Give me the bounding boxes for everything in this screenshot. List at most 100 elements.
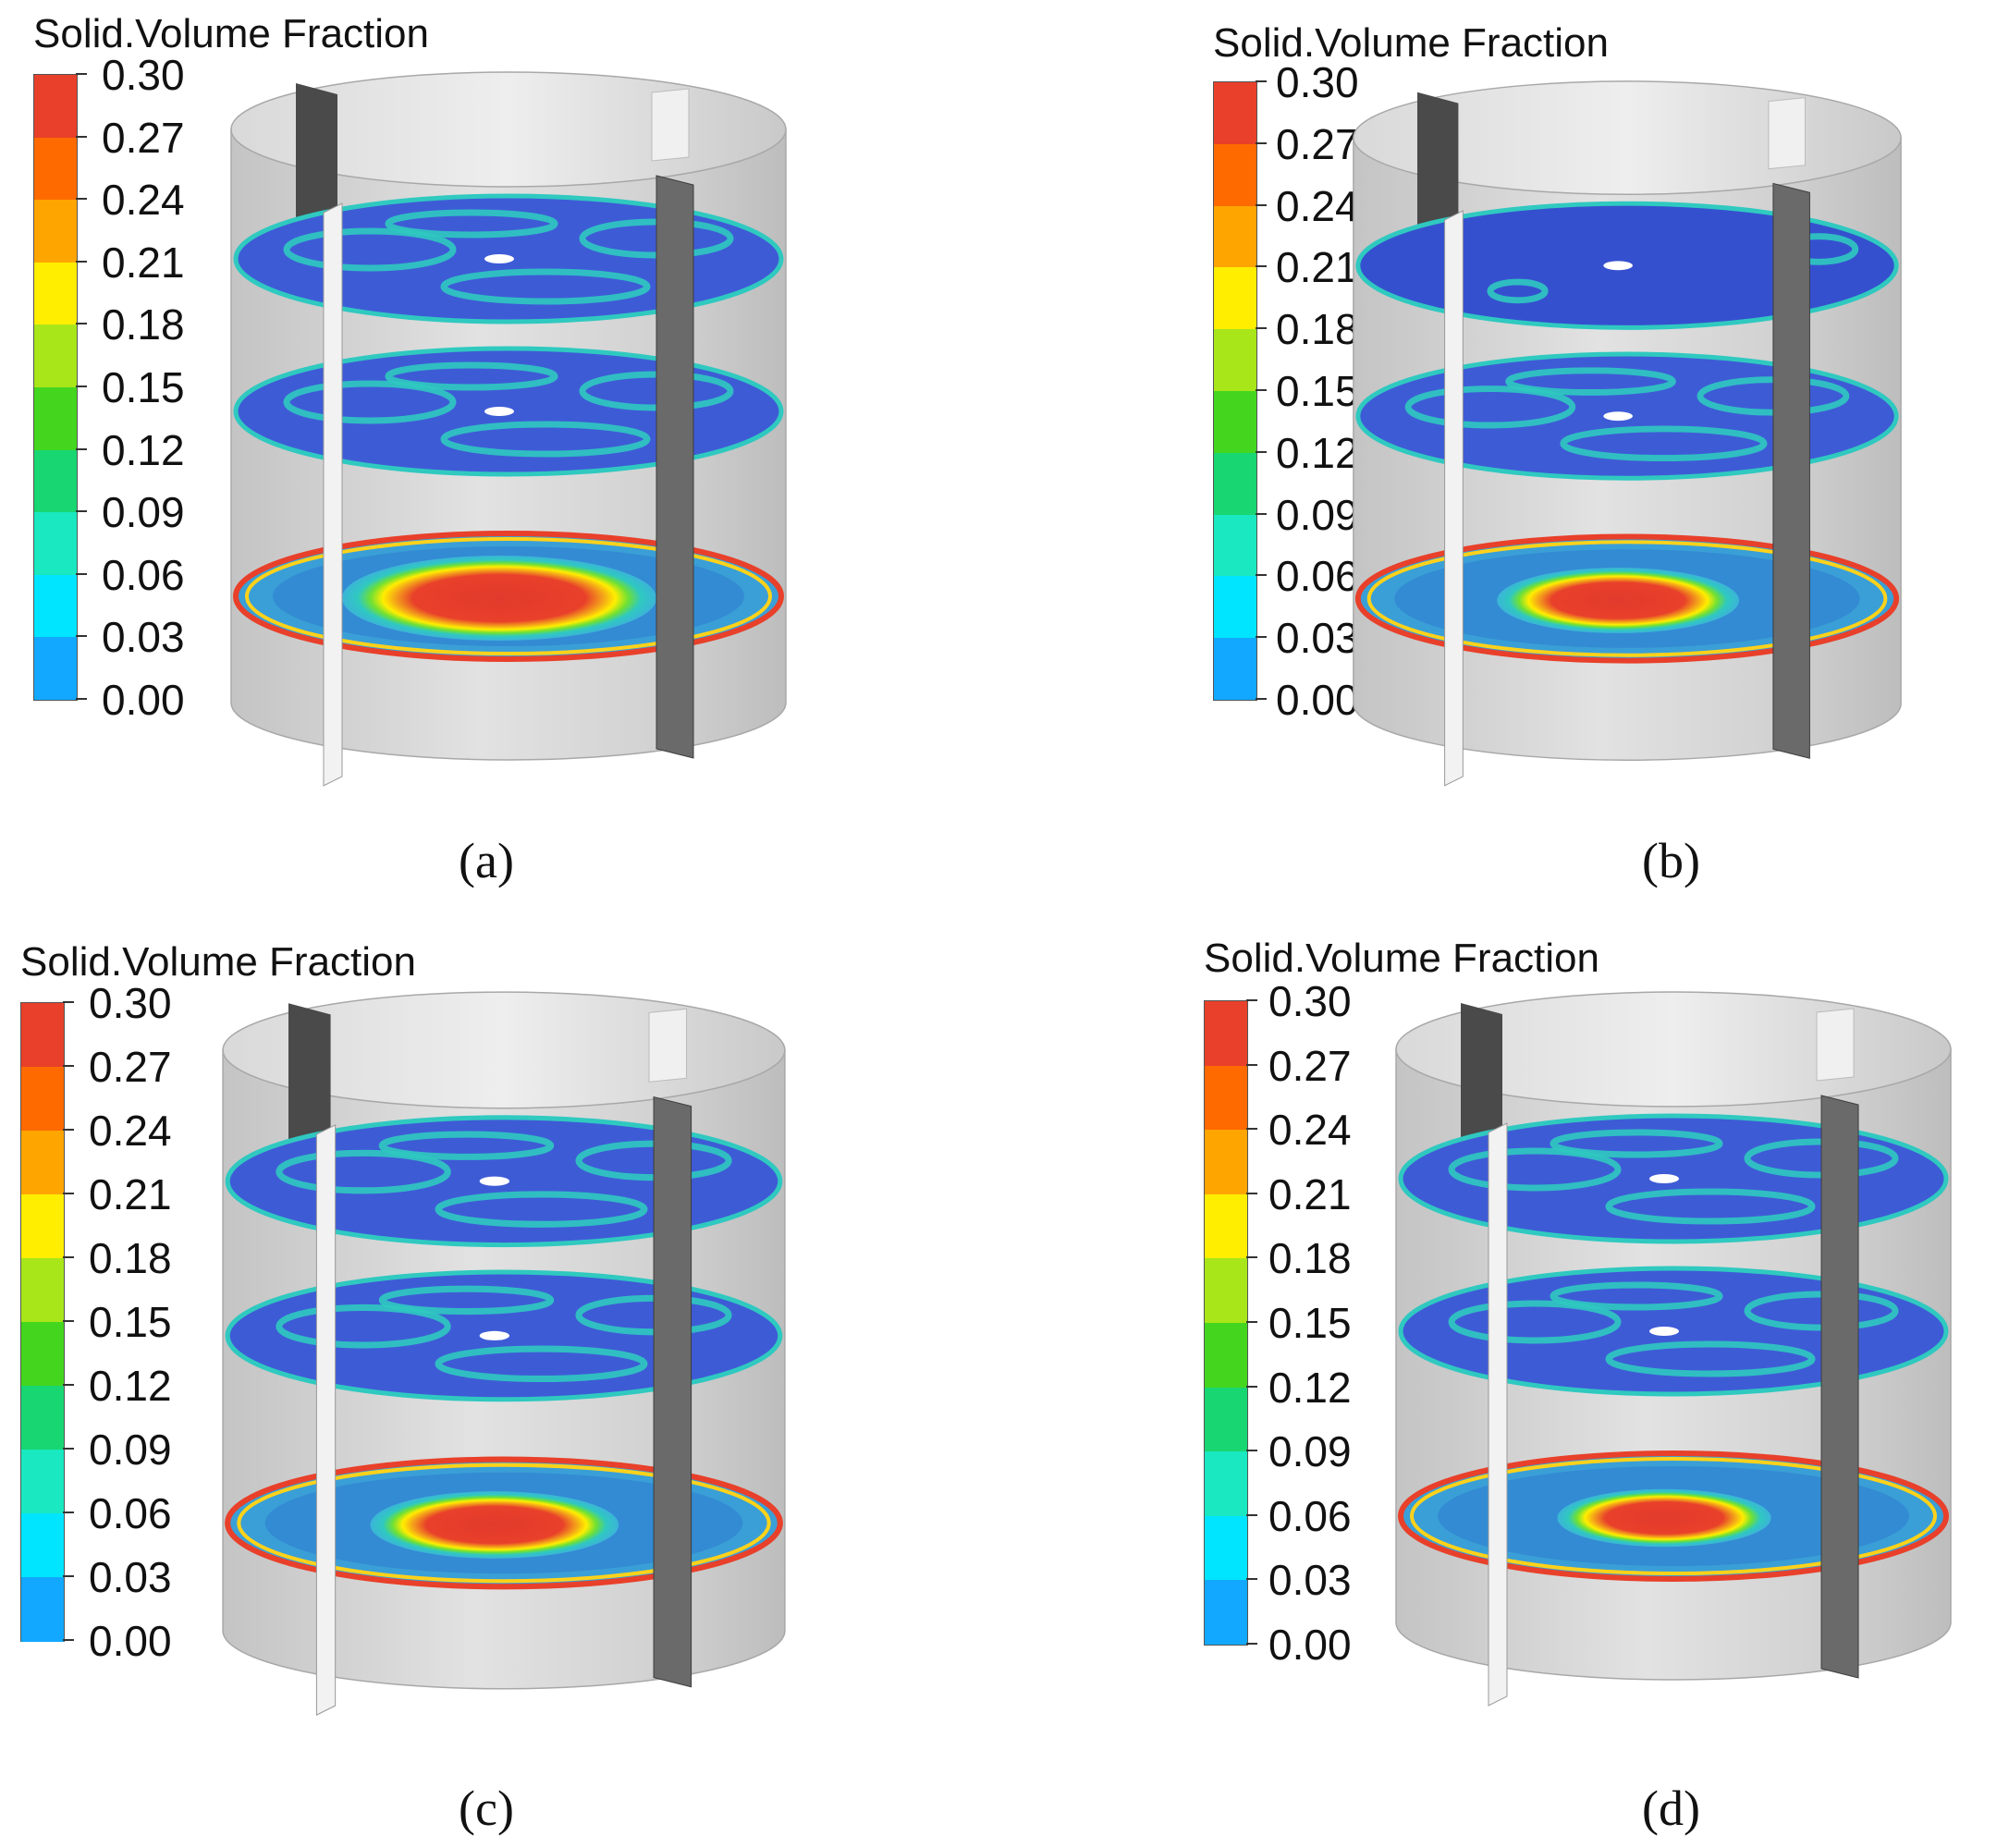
colorbar-tick-label: 0.27 (1276, 119, 1359, 168)
colorbar-tick (63, 1193, 74, 1194)
colorbar-segment (21, 1450, 64, 1514)
colorbar-tick (1246, 999, 1257, 1001)
colorbar-tick-label: 0.12 (1268, 1363, 1352, 1412)
colorbar-tick-label: 0.03 (102, 613, 185, 662)
colorbar-tick (1256, 80, 1267, 82)
stirred-tank-icon (1353, 80, 1902, 787)
colorbar-tick-label: 0.09 (89, 1426, 172, 1474)
colorbar-tick-label: 0.30 (89, 979, 172, 1027)
colorbar-segment (1205, 1387, 1247, 1452)
colorbar-tick (63, 1129, 74, 1131)
colorbar-tick-label: 0.03 (89, 1553, 172, 1601)
colorbar-tick (1256, 141, 1267, 144)
colorbar-tick (1246, 1321, 1257, 1323)
colorbar-tick (1246, 1385, 1257, 1388)
colorbar-tick-label: 0.06 (102, 550, 185, 599)
colorbar-segment (34, 262, 77, 325)
contour-plane (1398, 1113, 1949, 1244)
colorbar-tick (76, 572, 87, 575)
colorbar-tick-label: 0.27 (89, 1043, 172, 1091)
baffle (1816, 1008, 1855, 1082)
colorbar-tick (1246, 1256, 1257, 1259)
colorbar-tick (63, 1320, 74, 1322)
colorbar-tick-label: 0.18 (1276, 305, 1359, 354)
stirred-tank-icon (1395, 991, 1952, 1707)
colorbar-segment (1214, 143, 1256, 207)
tank-top-rim (230, 71, 787, 188)
contour-panel: Solid.Volume Fraction 0.30 0.27 0.24 0.21 0.1… (0, 0, 998, 924)
colorbar-tick-label: 0.00 (1276, 676, 1359, 724)
contour-plane (1355, 201, 1899, 330)
baffle (1461, 1003, 1502, 1151)
colorbar (33, 74, 78, 701)
colorbar-segment (34, 137, 77, 201)
colorbar-tick-label: 0.18 (1268, 1234, 1352, 1283)
baffle (1768, 97, 1806, 170)
colorbar-tick (76, 698, 87, 700)
colorbar-segment (34, 75, 77, 139)
colorbar-segment (34, 449, 77, 513)
colorbar-segment (1214, 267, 1256, 330)
contour-panel: Solid.Volume Fraction 0.30 0.27 0.24 0.21 0.1… (998, 0, 1997, 924)
baffle (651, 88, 690, 162)
colorbar-segment (34, 512, 77, 576)
colorbar-segment (1205, 1065, 1247, 1131)
colorbar-tick-label: 0.24 (1276, 181, 1359, 230)
colorbar-tick-label: 0.15 (102, 363, 185, 411)
colorbar-tick-label: 0.15 (89, 1298, 172, 1346)
colorbar-tick (76, 198, 87, 201)
colorbar-tick-label: 0.21 (102, 238, 185, 287)
colorbar-segment (21, 1577, 64, 1642)
colorbar-tick (63, 1448, 74, 1450)
colorbar-tick-label: 0.06 (89, 1489, 172, 1537)
colorbar-tick (76, 386, 87, 387)
colorbar-tick-label: 0.24 (102, 176, 185, 225)
baffle (288, 1003, 331, 1154)
contour-plane (233, 346, 784, 477)
colorbar-tick-label: 0.24 (89, 1107, 172, 1155)
colorbar-segment (21, 1513, 64, 1578)
panel-caption: (b) (1642, 833, 1700, 888)
legend-title: Solid.Volume Fraction (20, 939, 416, 985)
baffle (1488, 1122, 1508, 1707)
colorbar-segment (21, 1194, 64, 1259)
colorbar-segment (1214, 638, 1256, 701)
colorbar-tick (63, 1001, 74, 1003)
colorbar-segment (1205, 1193, 1247, 1259)
colorbar-tick-label: 0.27 (102, 113, 185, 162)
panel-caption: (a) (459, 833, 514, 888)
colorbar-tick-label: 0.30 (102, 51, 185, 99)
colorbar-segment (1205, 1001, 1247, 1067)
colorbar-tick-label: 0.00 (89, 1617, 172, 1665)
colorbar-tick-label: 0.09 (1276, 490, 1359, 539)
colorbar-tick-label: 0.27 (1268, 1041, 1352, 1090)
colorbar-tick (63, 1065, 74, 1067)
colorbar-tick-label: 0.09 (102, 488, 185, 537)
colorbar-tick-label: 0.12 (102, 425, 185, 474)
colorbar-segment (21, 1386, 64, 1450)
contour-plane (233, 193, 784, 324)
colorbar-tick (76, 260, 87, 263)
legend-title: Solid.Volume Fraction (1213, 20, 1609, 66)
colorbar (1204, 1000, 1248, 1646)
stirred-tank-icon (222, 991, 786, 1716)
colorbar-segment (1214, 452, 1256, 516)
colorbar-tick-label: 0.21 (1276, 243, 1359, 292)
colorbar-tick (1256, 512, 1267, 515)
colorbar-tick (1256, 203, 1267, 206)
colorbar (1213, 81, 1257, 701)
colorbar-tick-label: 0.30 (1268, 977, 1352, 1025)
colorbar-tick (1256, 389, 1267, 391)
colorbar-tick (1256, 698, 1267, 700)
colorbar-tick (63, 1256, 74, 1258)
colorbar-tick-label: 0.09 (1268, 1427, 1352, 1476)
colorbar-tick (1246, 1513, 1257, 1516)
colorbar-segment (1214, 576, 1256, 639)
baffle (315, 1124, 337, 1716)
colorbar-segment (1205, 1130, 1247, 1195)
colorbar-tick (63, 1511, 74, 1513)
colorbar-tick-label: 0.12 (89, 1362, 172, 1410)
baffle (296, 83, 337, 231)
contour-plane (1354, 533, 1900, 664)
colorbar-tick-label: 0.18 (102, 300, 185, 349)
